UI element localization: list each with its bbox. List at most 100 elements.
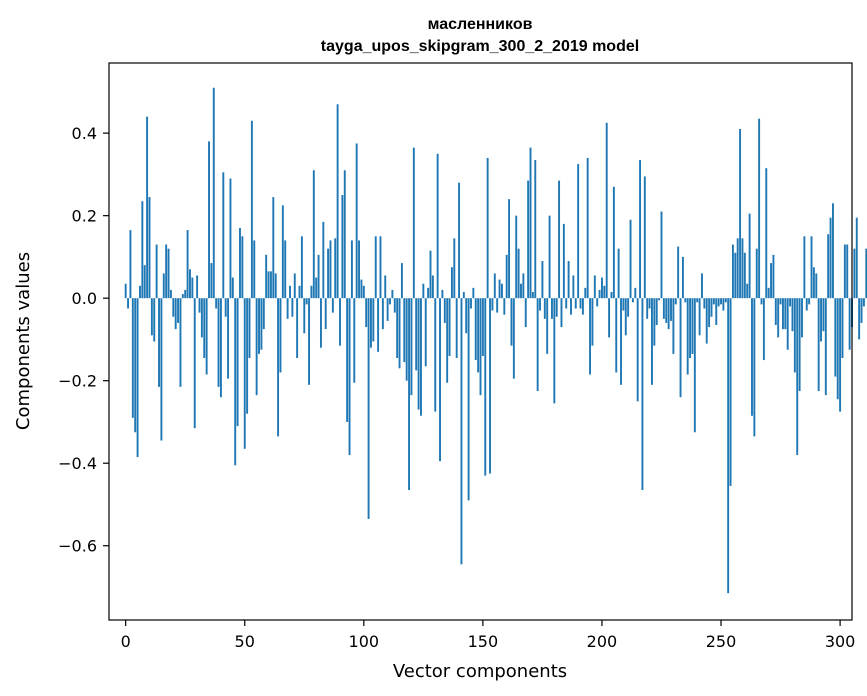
bar — [355, 143, 358, 299]
bar — [717, 298, 720, 307]
bar — [162, 273, 165, 299]
bar — [281, 205, 284, 299]
bar — [215, 298, 218, 309]
bar — [246, 298, 249, 414]
bar — [646, 298, 649, 319]
bar — [517, 248, 520, 299]
bar — [324, 298, 327, 330]
y-tick-label: 0.0 — [72, 289, 97, 308]
bar — [424, 298, 427, 367]
bar — [550, 298, 553, 319]
bar — [734, 252, 737, 299]
bar — [379, 236, 382, 299]
bar — [431, 275, 434, 299]
bar — [296, 298, 299, 359]
bar — [410, 298, 413, 396]
bar — [798, 298, 801, 392]
bar — [665, 298, 668, 323]
bar — [350, 240, 353, 299]
bar — [479, 298, 482, 396]
bar — [715, 298, 718, 325]
bar — [489, 298, 491, 474]
bar — [181, 294, 184, 299]
bar — [689, 298, 692, 359]
bar — [148, 197, 151, 299]
bar — [698, 298, 701, 336]
chart-subtitle: tayga_upos_skipgram_300_2_2019 model — [321, 38, 639, 55]
bar — [269, 271, 272, 299]
bar — [377, 298, 380, 352]
bar — [743, 252, 746, 299]
bar — [620, 298, 622, 385]
bar — [622, 298, 625, 311]
bar — [598, 289, 601, 299]
bar — [412, 147, 415, 299]
bar — [153, 298, 156, 342]
bar — [289, 285, 291, 299]
bar — [843, 244, 846, 299]
bar — [839, 298, 842, 412]
bar — [343, 170, 346, 299]
bar — [417, 298, 420, 410]
bar — [812, 267, 815, 299]
bar — [239, 228, 241, 299]
bar — [191, 277, 194, 299]
bar — [179, 298, 182, 387]
bar — [653, 298, 656, 346]
bar — [255, 298, 258, 396]
plot-frame — [108, 62, 853, 621]
bar — [629, 219, 632, 299]
y-tick-label: 0.2 — [72, 207, 97, 226]
bar — [339, 298, 341, 346]
x-tick-label: 200 — [587, 632, 618, 651]
bar — [660, 211, 663, 299]
bar — [567, 261, 570, 299]
bar — [565, 298, 568, 309]
bar — [708, 298, 711, 328]
bar — [541, 261, 544, 299]
bar — [250, 120, 253, 299]
bar — [334, 238, 337, 299]
bar — [684, 298, 687, 303]
bar — [748, 213, 751, 299]
bar — [317, 254, 320, 299]
bar — [441, 289, 444, 299]
bar — [265, 254, 268, 299]
bar — [477, 298, 480, 373]
bar — [853, 248, 856, 299]
bar — [467, 298, 470, 501]
bar — [617, 248, 620, 299]
bar — [189, 269, 191, 299]
bar — [786, 298, 789, 350]
bar — [455, 298, 458, 359]
bar — [739, 129, 742, 299]
bar — [174, 298, 177, 330]
bar — [793, 298, 796, 373]
bar — [655, 298, 658, 325]
bar — [462, 291, 465, 299]
bar — [360, 279, 363, 299]
bar — [553, 298, 556, 404]
bar — [391, 289, 394, 299]
bar — [253, 240, 256, 299]
bar — [810, 236, 813, 299]
bar — [193, 298, 196, 429]
bar — [796, 298, 799, 455]
bar — [146, 116, 149, 299]
bar — [803, 236, 806, 299]
bar — [443, 298, 446, 323]
x-axis: 0 50 100 150 200 250 300 — [121, 620, 855, 651]
bar — [415, 298, 418, 371]
bar — [860, 298, 863, 323]
bar — [405, 298, 408, 381]
bar — [791, 298, 794, 332]
bar — [758, 118, 761, 299]
bar — [481, 298, 484, 356]
bar — [422, 283, 425, 299]
bar — [543, 298, 546, 319]
bar — [741, 238, 744, 299]
bar — [524, 298, 527, 328]
bar — [262, 298, 265, 330]
bar — [272, 197, 275, 299]
bar — [127, 298, 130, 309]
